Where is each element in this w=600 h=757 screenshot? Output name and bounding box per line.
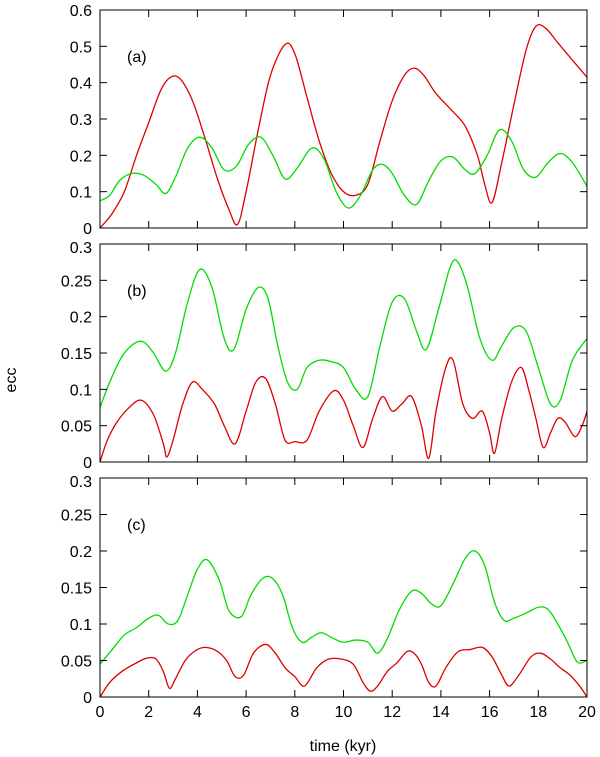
y-tick-label: 0.6 <box>70 3 92 20</box>
y-tick-label: 0.2 <box>70 310 92 327</box>
y-tick-label: 0.05 <box>61 419 92 436</box>
x-tick-labels: 0 2 4 6 8 10 12 14 16 18 20 <box>96 704 596 721</box>
x-tick-label: 6 <box>242 704 251 721</box>
x-tick-label: 16 <box>481 704 499 721</box>
plot-frame-panel-1 <box>99 9 588 229</box>
x-tick-label: 20 <box>578 704 596 721</box>
y-tick-label: 0 <box>83 455 92 472</box>
y-tick-label: 0.15 <box>61 346 92 363</box>
y-tick-label: 0 <box>83 221 92 238</box>
series-line-green-panel-2 <box>100 258 587 408</box>
y-tick-label: 0 <box>83 690 92 707</box>
y-tick-label: 0.2 <box>70 148 92 165</box>
x-tick-label: 0 <box>96 704 105 721</box>
y-tick-label: 0.25 <box>61 273 92 290</box>
x-tick-label: 4 <box>193 704 202 721</box>
y-tick-label: 0.5 <box>70 39 92 56</box>
x-tick-label: 2 <box>144 704 153 721</box>
y-tick-label: 0.25 <box>61 508 92 525</box>
y-tick-label: 0.4 <box>70 76 92 93</box>
series-line-green-panel-1 <box>100 128 587 209</box>
y-tick-label: 0.1 <box>70 185 92 202</box>
y-tick-label: 0.1 <box>70 617 92 634</box>
y-tick-label: 0.2 <box>70 544 92 561</box>
x-axis-label: time (kyr) <box>310 738 377 755</box>
panels: 0 0.1 0.2 0.3 0.4 0.5 0.6 (a) 0 0.05 0.1 0.15 0.2 0.2… <box>61 3 596 721</box>
panel-label: (b) <box>127 283 147 300</box>
y-axis-label: ecc <box>3 368 20 393</box>
series-line-red-panel-3 <box>100 643 587 698</box>
y-tick-label: 0.3 <box>70 240 92 257</box>
x-tick-label: 18 <box>529 704 547 721</box>
series-line-red-panel-2 <box>100 357 587 463</box>
panel-label: (a) <box>127 49 147 66</box>
x-tick-label: 14 <box>432 704 450 721</box>
series-line-red-panel-1 <box>100 23 587 229</box>
x-tick-label: 10 <box>335 704 353 721</box>
panel-2: 0 0.05 0.1 0.15 0.2 0.25 0.3 (b) <box>61 240 588 472</box>
y-tick-label: 0.05 <box>61 654 92 671</box>
panel-3: 0 0.05 0.1 0.15 0.2 0.25 0.3 (c) <box>61 474 588 707</box>
y-tick-label: 0.1 <box>70 382 92 399</box>
panel-label: (c) <box>127 517 146 534</box>
plot-frame-panel-2 <box>99 243 588 463</box>
plot-frame-panel-3 <box>99 477 588 698</box>
y-tick-label: 0.15 <box>61 581 92 598</box>
y-tick-label: 0.3 <box>70 112 92 129</box>
x-tick-label: 8 <box>290 704 299 721</box>
series-line-green-panel-3 <box>100 550 587 665</box>
x-tick-label: 12 <box>383 704 401 721</box>
y-tick-label: 0.3 <box>70 474 92 491</box>
panel-1: 0 0.1 0.2 0.3 0.4 0.5 0.6 (a) <box>70 3 588 238</box>
